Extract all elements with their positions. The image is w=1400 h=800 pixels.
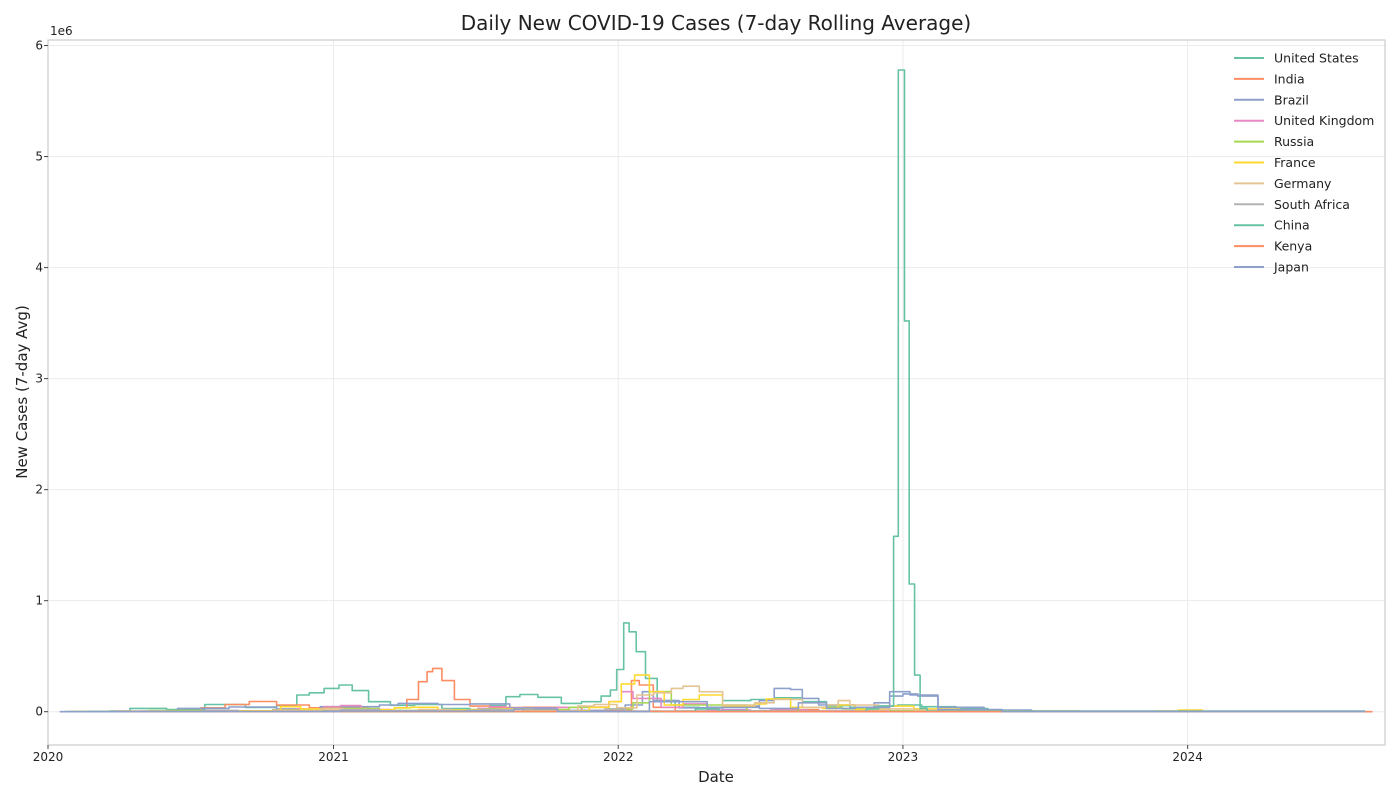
x-axis-ticks: 2020 2021 2022 2023 2024 bbox=[33, 745, 1203, 764]
y-tick-label: 0 bbox=[35, 705, 43, 719]
legend-label-japan: Japan bbox=[1273, 260, 1309, 275]
y-offset-label: 1e6 bbox=[50, 24, 73, 38]
x-tick-label: 2021 bbox=[318, 750, 349, 764]
x-tick-label: 2023 bbox=[888, 750, 919, 764]
legend-label-kenya: Kenya bbox=[1274, 239, 1312, 254]
series-line-japan bbox=[59, 690, 1366, 713]
legend: United States India Brazil United Kingdom Ru… bbox=[1234, 51, 1374, 275]
legend-label-united-kingdom: United Kingdom bbox=[1274, 113, 1374, 128]
y-tick-label: 4 bbox=[35, 261, 43, 275]
y-tick-label: 1 bbox=[35, 594, 43, 608]
legend-label-south-africa: South Africa bbox=[1274, 197, 1350, 212]
legend-label-france: France bbox=[1274, 155, 1316, 170]
legend-label-russia: Russia bbox=[1274, 134, 1314, 149]
plot-frame bbox=[47, 39, 1386, 746]
x-tick-label: 2024 bbox=[1172, 750, 1203, 764]
y-axis-title: New Cases (7-day Avg) bbox=[13, 305, 31, 479]
y-tick-label: 5 bbox=[35, 150, 43, 164]
x-axis-title: Date bbox=[698, 768, 734, 786]
legend-label-brazil: Brazil bbox=[1274, 92, 1309, 107]
y-tick-label: 6 bbox=[35, 39, 43, 53]
x-tick-label: 2022 bbox=[603, 750, 634, 764]
legend-label-india: India bbox=[1274, 71, 1305, 86]
legend-label-germany: Germany bbox=[1274, 176, 1332, 191]
y-tick-label: 2 bbox=[35, 483, 43, 497]
plot-background bbox=[48, 40, 1385, 745]
legend-label-united-states: United States bbox=[1274, 51, 1359, 66]
y-axis-ticks: 0 1 2 3 4 5 6 bbox=[35, 39, 48, 719]
legend-label-china: China bbox=[1274, 218, 1310, 233]
chart-title: Daily New COVID-19 Cases (7-day Rolling … bbox=[461, 11, 971, 35]
y-tick-label: 3 bbox=[35, 372, 43, 386]
x-tick-label: 2020 bbox=[33, 750, 64, 764]
series-layer bbox=[59, 69, 1373, 713]
